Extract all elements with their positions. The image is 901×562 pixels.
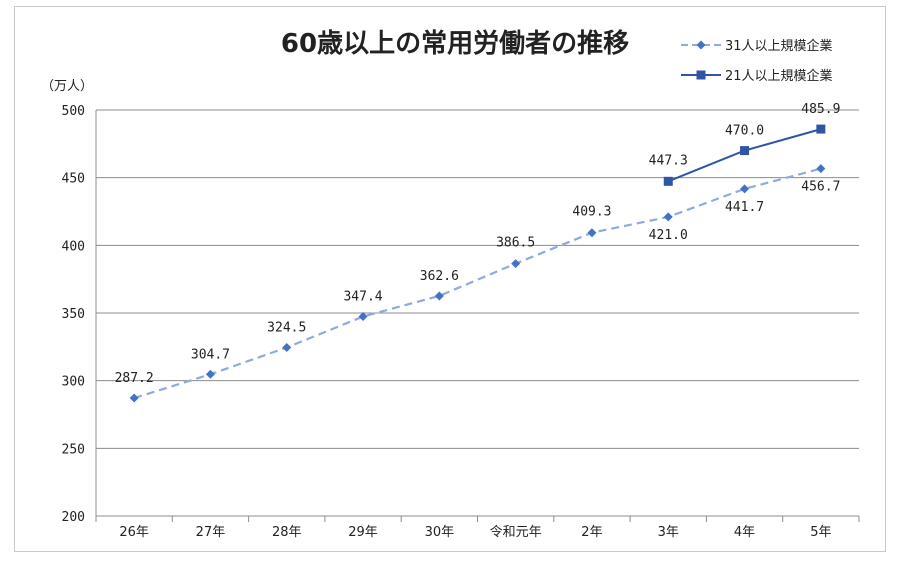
data-label: 324.5 — [267, 321, 306, 336]
data-point-square — [663, 176, 673, 186]
x-tick-label: 28年 — [272, 525, 302, 540]
data-point-diamond — [511, 259, 521, 269]
x-tick-label: 2年 — [581, 525, 602, 540]
x-tick-label: 令和元年 — [490, 525, 542, 540]
y-axis-unit-label: （万人） — [41, 79, 93, 94]
data-point-diamond — [205, 369, 215, 379]
y-tick-label: 300 — [62, 375, 85, 390]
x-tick-label: 26年 — [119, 525, 149, 540]
data-point-square — [816, 124, 826, 134]
y-tick-label: 400 — [62, 239, 85, 254]
gridlines — [96, 109, 859, 517]
data-label: 386.5 — [496, 236, 535, 251]
legend: 31人以上規模企業 21人以上規模企業 — [681, 38, 833, 84]
data-label: 470.0 — [725, 124, 764, 139]
data-label: 456.7 — [801, 180, 840, 195]
data-label: 304.7 — [191, 347, 230, 362]
series-line-1 — [133, 167, 822, 400]
data-point-diamond — [663, 212, 673, 222]
x-tick-label: 4年 — [734, 525, 755, 540]
data-label: 447.3 — [649, 153, 688, 168]
data-point-diamond — [740, 184, 750, 194]
x-tick-label: 3年 — [658, 525, 679, 540]
y-tick-label: 350 — [62, 307, 85, 322]
legend-marker-diamond — [696, 40, 706, 50]
data-label: 287.2 — [115, 371, 154, 386]
series-layer — [129, 124, 826, 403]
axes: 200 250 300 350 400 450 500 26年 27年 28年 29年 30年 令和元年… — [62, 104, 860, 540]
data-point-square — [740, 146, 750, 156]
data-label: 409.3 — [572, 205, 611, 220]
chart-title: 60歳以上の常用労働者の推移 — [281, 29, 629, 59]
y-tick-label: 500 — [62, 104, 85, 119]
y-tick-label: 450 — [62, 172, 85, 187]
data-point-diamond — [587, 228, 597, 238]
x-tick-label: 5年 — [810, 525, 831, 540]
data-labels: 287.2 304.7 324.5 347.4 362.6 386.5 409.3 421.0… — [115, 102, 841, 386]
data-point-diamond — [282, 343, 292, 353]
y-tick-label: 200 — [62, 510, 85, 525]
data-label: 347.4 — [343, 290, 382, 305]
legend-label-2: 21人以上規模企業 — [725, 68, 833, 84]
data-point-diamond — [434, 291, 444, 301]
x-tick-label: 30年 — [425, 525, 455, 540]
data-label: 421.0 — [649, 228, 688, 243]
legend-label-1: 31人以上規模企業 — [725, 38, 833, 54]
line-chart: 200 250 300 350 400 450 500 26年 27年 28年 29年 30年 令和元年… — [41, 29, 860, 540]
y-tick-label: 250 — [62, 442, 85, 457]
x-tick-label: 27年 — [196, 525, 226, 540]
legend-marker-square — [696, 70, 706, 80]
data-point-diamond — [816, 164, 826, 174]
x-tick-label: 29年 — [348, 525, 378, 540]
data-label: 485.9 — [801, 102, 840, 117]
data-point-diamond — [129, 393, 139, 403]
chart-frame: 200 250 300 350 400 450 500 26年 27年 28年 29年 30年 令和元年… — [14, 6, 886, 552]
data-point-diamond — [358, 312, 368, 322]
data-label: 441.7 — [725, 200, 764, 215]
data-label: 362.6 — [420, 269, 459, 284]
